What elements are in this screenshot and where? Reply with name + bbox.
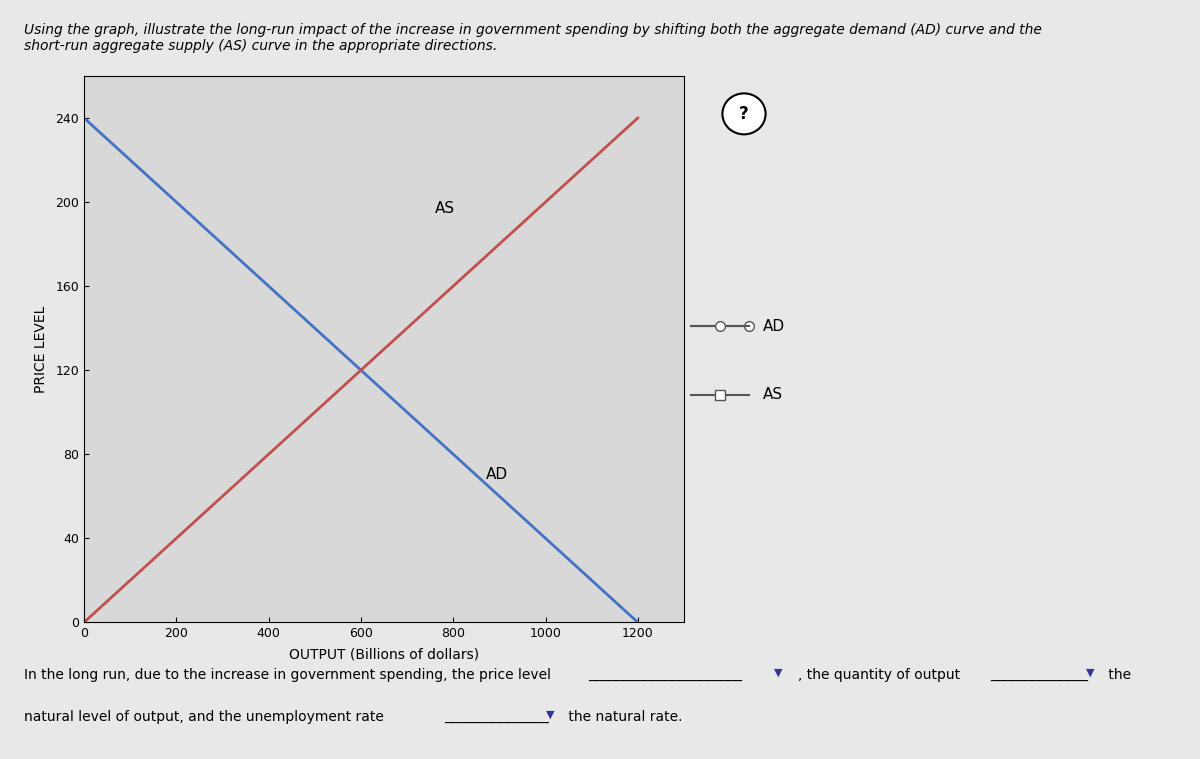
Text: ▼: ▼ <box>1086 668 1094 678</box>
Text: the natural rate.: the natural rate. <box>564 710 683 723</box>
Text: AD: AD <box>486 468 508 483</box>
Text: ▼: ▼ <box>774 668 782 678</box>
Text: , the quantity of output: , the quantity of output <box>798 668 960 682</box>
Text: Using the graph, illustrate the long-run impact of the increase in government sp: Using the graph, illustrate the long-run… <box>24 23 1042 53</box>
Text: ______________________: ______________________ <box>588 668 742 682</box>
Text: ______________: ______________ <box>990 668 1088 682</box>
Text: natural level of output, and the unemployment rate: natural level of output, and the unemplo… <box>24 710 384 723</box>
Circle shape <box>722 93 766 134</box>
Text: _______________: _______________ <box>444 710 550 723</box>
Text: AS: AS <box>763 387 784 402</box>
Text: AS: AS <box>434 200 455 216</box>
Text: ?: ? <box>739 105 749 123</box>
Text: In the long run, due to the increase in government spending, the price level: In the long run, due to the increase in … <box>24 668 551 682</box>
Y-axis label: PRICE LEVEL: PRICE LEVEL <box>35 305 48 393</box>
X-axis label: OUTPUT (Billions of dollars): OUTPUT (Billions of dollars) <box>289 647 479 661</box>
Text: AD: AD <box>763 319 785 334</box>
Text: ▼: ▼ <box>546 710 554 720</box>
Text: the: the <box>1104 668 1132 682</box>
